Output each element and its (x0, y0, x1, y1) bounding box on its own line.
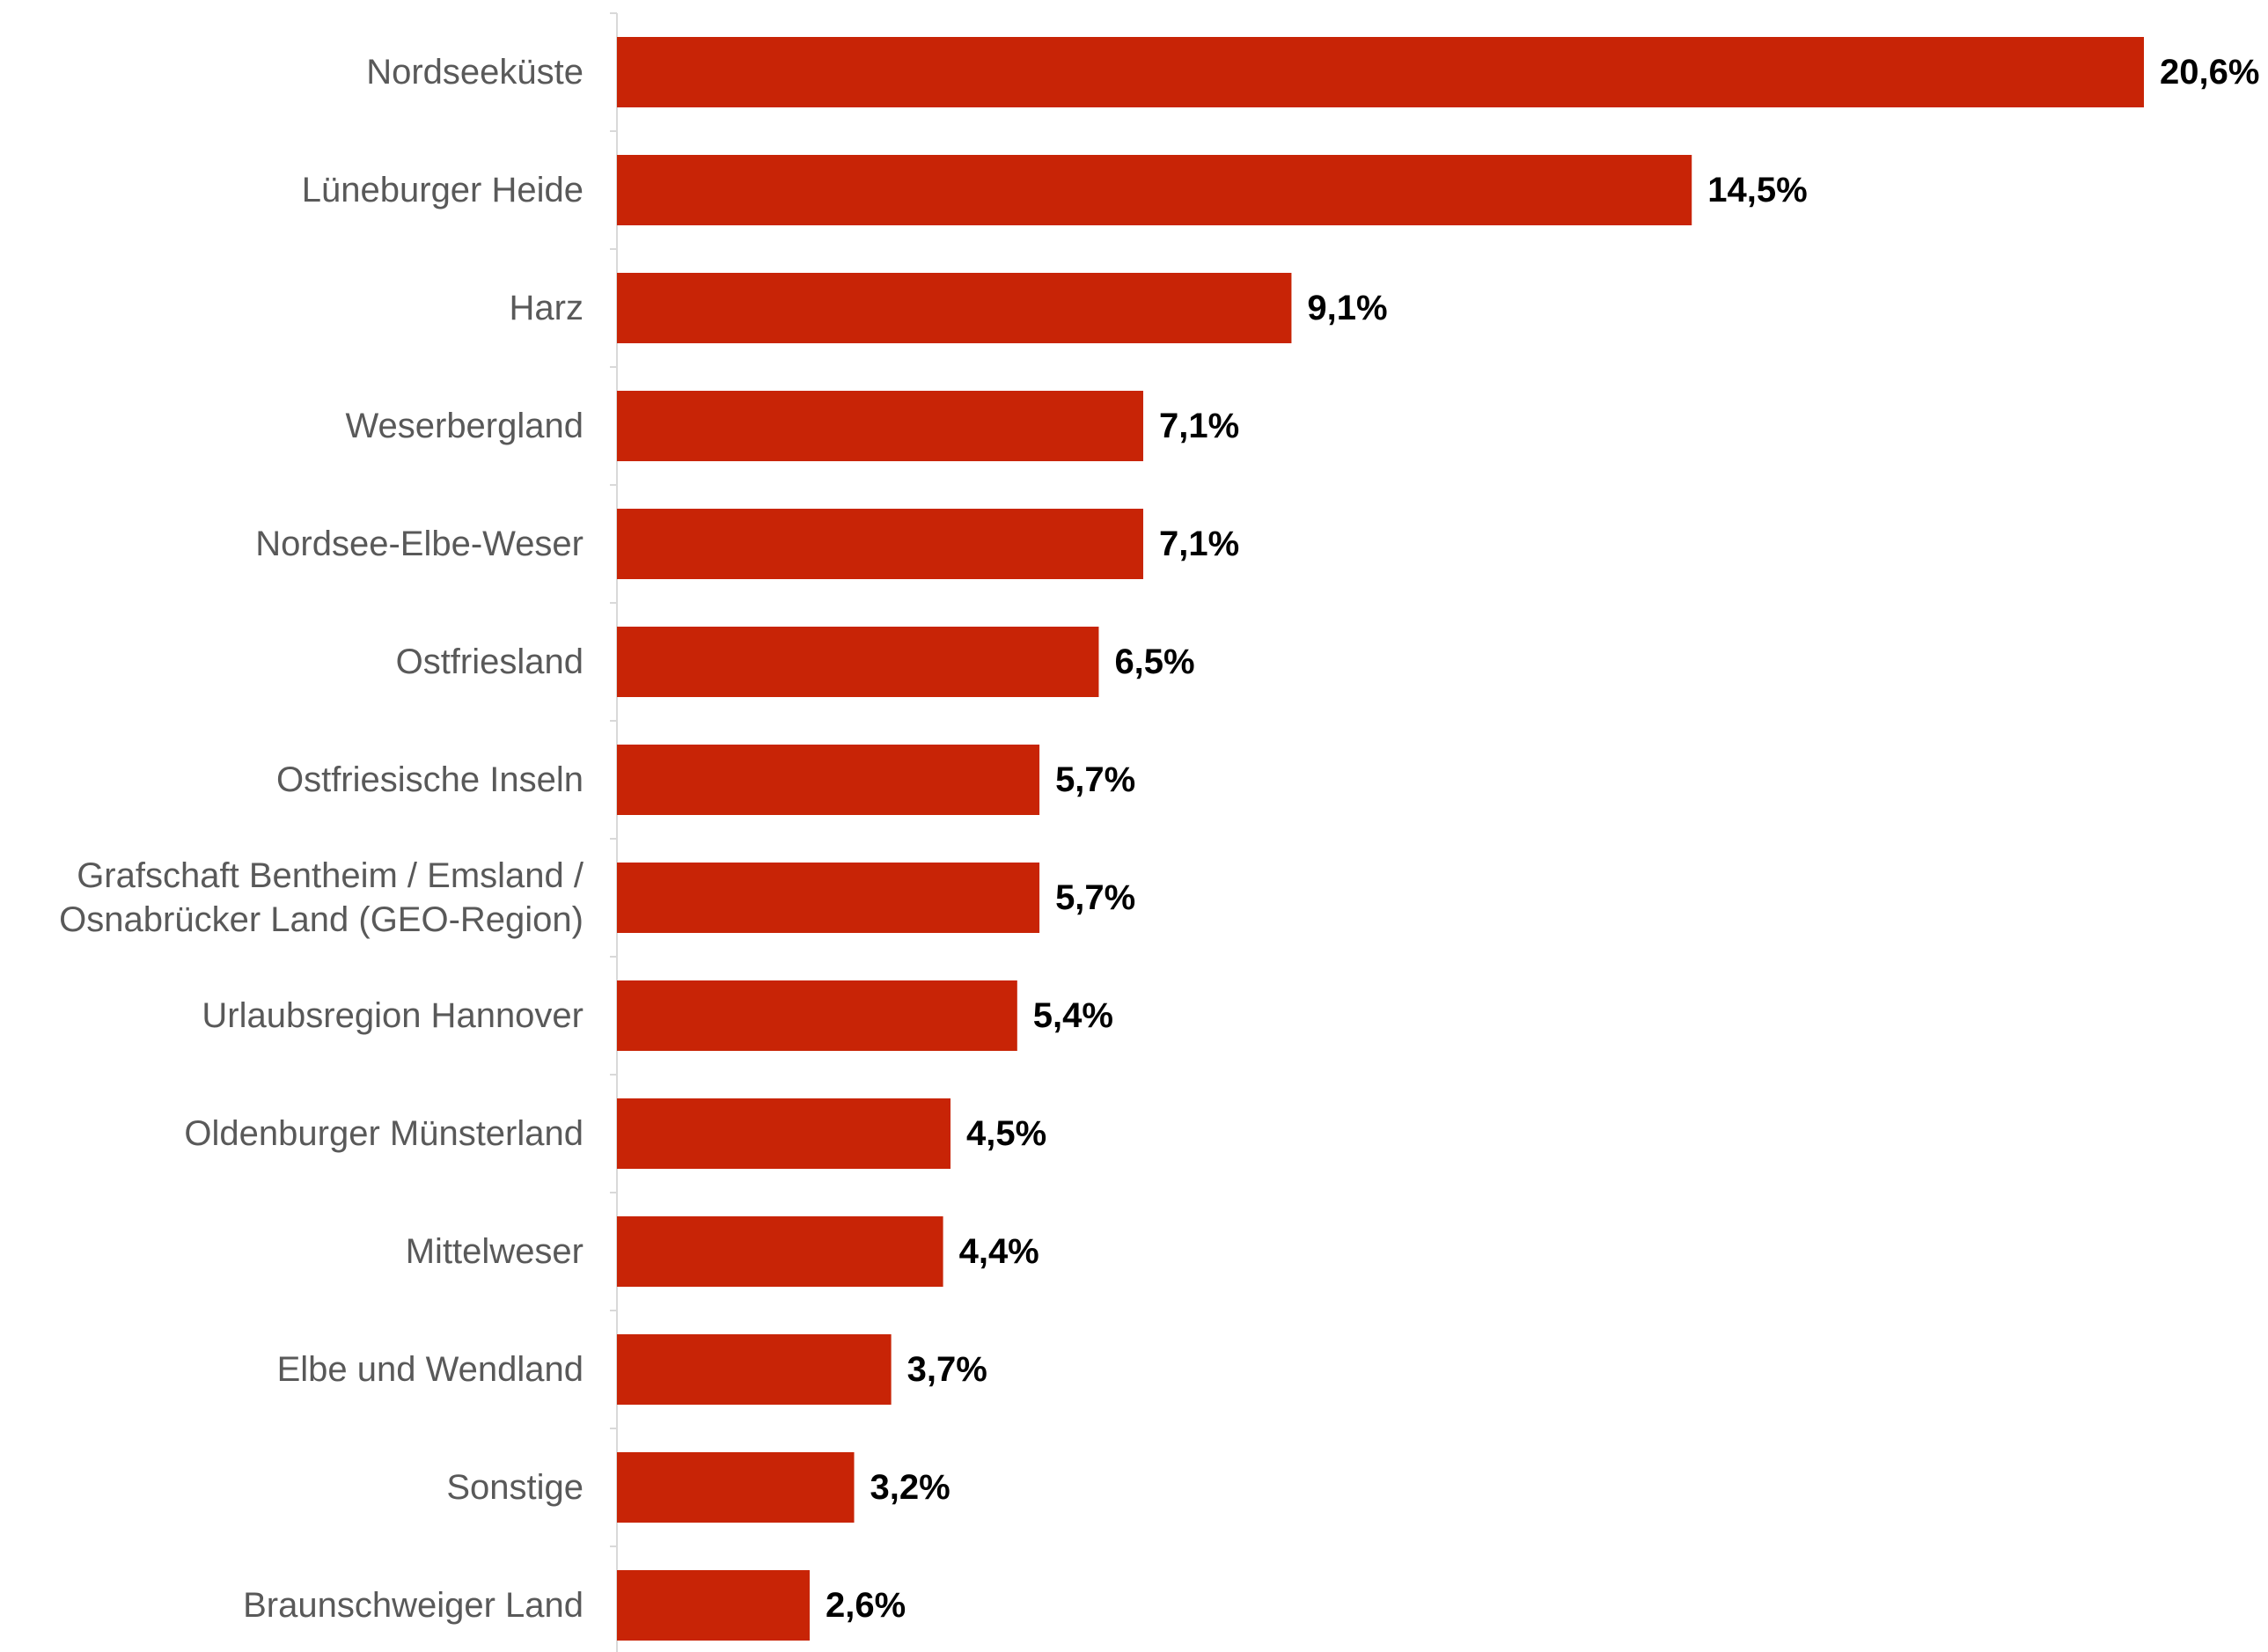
bar (617, 745, 1040, 815)
category-label-line: Grafschaft Bentheim / Emsland / (77, 856, 584, 895)
value-labels: 20,6% 14,5% 9,1% 7,1% 7,1% 6,5% 5,7% 5,7% 5,4% 4,… (826, 53, 2259, 1625)
category-label-line: Urlaubsregion Hannover (202, 996, 584, 1035)
category-label: Nordseeküste (366, 53, 584, 92)
bar (617, 863, 1040, 933)
category-label: Sonstige (446, 1468, 584, 1507)
category-label-line: Oldenburger Münsterland (184, 1114, 584, 1153)
category-label: Elbe und Wendland (277, 1350, 584, 1389)
value-label: 20,6% (2160, 53, 2259, 92)
category-label: Ostfriesische Inseln (276, 760, 584, 799)
bar (617, 391, 1143, 461)
value-label: 4,4% (959, 1232, 1039, 1271)
bar (617, 1334, 892, 1405)
value-label: 3,2% (870, 1468, 951, 1507)
value-label: 14,5% (1707, 171, 1807, 209)
category-label-line: Ostfriesische Inseln (276, 760, 584, 799)
bar (617, 273, 1292, 343)
value-label: 5,7% (1055, 760, 1135, 799)
category-label-line: Osnabrücker Land (GEO-Region) (59, 900, 584, 939)
category-label: Urlaubsregion Hannover (202, 996, 584, 1035)
bar (617, 1216, 943, 1287)
category-labels: Nordseeküste Lüneburger Heide Harz Weserber… (59, 53, 584, 1625)
value-label: 4,5% (966, 1114, 1046, 1153)
category-label-line: Braunschweiger Land (243, 1586, 584, 1625)
bars-layer (617, 37, 2144, 1641)
category-label: Mittelweser (406, 1232, 584, 1271)
category-label: Grafschaft Bentheim / Emsland / Osnabrück… (59, 856, 584, 939)
category-label-line: Nordsee-Elbe-Weser (255, 525, 584, 563)
value-label: 7,1% (1159, 525, 1239, 563)
bar (617, 1570, 810, 1641)
category-label-line: Mittelweser (406, 1232, 584, 1271)
category-label-line: Harz (510, 289, 584, 327)
value-label: 9,1% (1307, 289, 1387, 327)
axis-layer (610, 12, 618, 1652)
category-label: Braunschweiger Land (243, 1586, 584, 1625)
value-label: 6,5% (1114, 642, 1194, 681)
category-label-line: Ostfriesland (396, 642, 584, 681)
bar (617, 627, 1099, 697)
bar (617, 1098, 951, 1169)
category-label: Ostfriesland (396, 642, 584, 681)
category-label: Lüneburger Heide (302, 171, 584, 209)
category-label: Harz (510, 289, 584, 327)
category-label-line: Weserbergland (345, 407, 584, 445)
category-label-line: Lüneburger Heide (302, 171, 584, 209)
bar (617, 155, 1692, 225)
category-label: Weserbergland (345, 407, 584, 445)
value-label: 7,1% (1159, 407, 1239, 445)
bar (617, 1452, 855, 1523)
value-label: 5,4% (1033, 996, 1113, 1035)
value-label: 5,7% (1055, 878, 1135, 917)
category-label: Oldenburger Münsterland (184, 1114, 584, 1153)
category-label-line: Elbe und Wendland (277, 1350, 584, 1389)
value-label: 2,6% (826, 1586, 906, 1625)
bar (617, 37, 2144, 107)
category-label-line: Sonstige (446, 1468, 584, 1507)
category-label: Nordsee-Elbe-Weser (255, 525, 584, 563)
bar (617, 980, 1017, 1051)
value-label: 3,7% (907, 1350, 987, 1389)
category-label-line: Nordseeküste (366, 53, 584, 92)
bar (617, 509, 1143, 579)
